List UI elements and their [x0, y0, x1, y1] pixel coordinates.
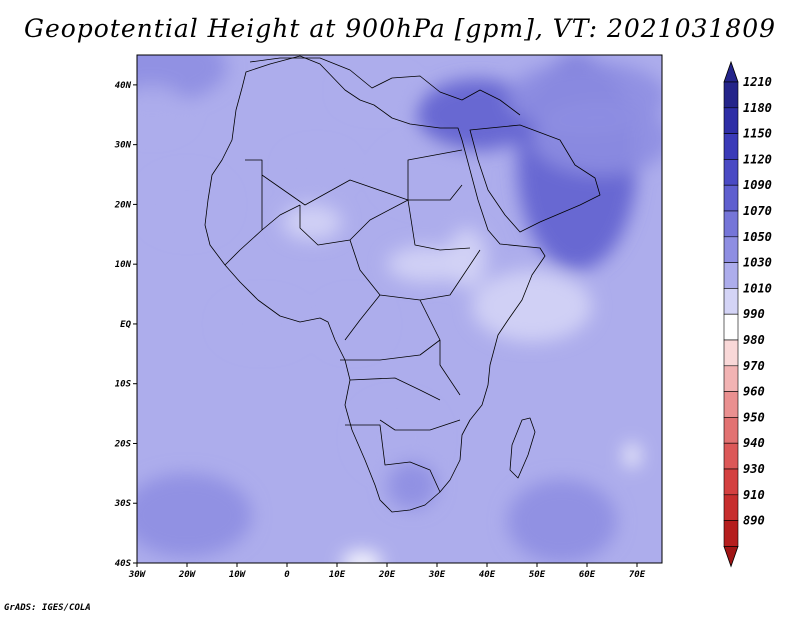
europe-coastline: [249, 57, 521, 116]
lat-tick-label: 10N: [115, 260, 132, 270]
internal-borders: [224, 149, 481, 493]
lat-tick-label: 30N: [114, 141, 132, 151]
colorbar-label: 1180: [743, 101, 772, 115]
lon-tick-label: 20E: [378, 570, 396, 580]
colorbar-label: 1050: [743, 230, 772, 244]
colorbar-swatch: [723, 494, 739, 521]
colorbar-label: 930: [743, 462, 765, 476]
colorbar-label: 1210: [743, 75, 772, 89]
field-feature-8: [387, 246, 467, 283]
lon-tick-label: 30E: [428, 570, 446, 580]
colorbar-label: 1010: [743, 281, 772, 295]
lat-tick-label: 10S: [115, 380, 132, 390]
field-feature-15: [322, 300, 382, 348]
field-feature-9: [282, 204, 342, 241]
field-feature-6: [342, 72, 412, 109]
colorbar-swatch: [723, 184, 739, 212]
lon-tick-label: 30W: [128, 570, 147, 580]
field-feature-3: [532, 102, 662, 175]
colorbar-label: 960: [743, 385, 765, 399]
colorbar-swatch: [723, 288, 739, 315]
lon-tick-label: 10W: [229, 570, 247, 580]
field-feature-17: [387, 461, 437, 510]
colorbar-label: 1120: [743, 152, 772, 166]
colorbar-swatch: [723, 133, 739, 160]
colorbar-swatch: [723, 313, 739, 341]
field-feature-12: [137, 84, 187, 133]
colorbar-swatch: [723, 236, 739, 263]
latitude-axis: 40N 30N 20N 10N EQ 10S 20S 30S 40S: [114, 81, 137, 569]
field-feature-19: [507, 479, 617, 563]
colorbar-label: 940: [743, 436, 765, 450]
plot-frame: [136, 54, 663, 564]
lat-tick-label: 20N: [114, 200, 132, 210]
lon-tick-label: 10E: [329, 570, 346, 580]
field-features: [137, 55, 662, 563]
colorbar-swatch: [723, 417, 739, 444]
colorbar-swatch: [723, 391, 739, 418]
field-feature-18: [137, 473, 252, 558]
colorbar-label: 910: [743, 488, 765, 502]
colorbar-swatch: [723, 520, 739, 547]
lat-tick-label: 40S: [115, 559, 132, 569]
colorbar-label: 1150: [743, 127, 772, 141]
field-feature-13: [147, 174, 227, 235]
field-feature-21: [342, 551, 382, 563]
country-borders: [204, 55, 601, 513]
plot-area: [137, 55, 662, 563]
lon-tick-label: 20W: [178, 570, 197, 580]
colorbar-label: 1090: [743, 178, 772, 192]
colorbar-label: 1030: [743, 256, 772, 270]
field-feature-20: [624, 443, 640, 468]
field-feature-4: [382, 144, 472, 205]
colorbar-label: 970: [743, 359, 765, 373]
colorbar-swatch: [723, 159, 739, 186]
colorbar-label: 1070: [743, 204, 772, 218]
field-feature-14: [222, 300, 302, 348]
colorbar-bottom-arrow: [723, 546, 739, 568]
lon-tick-label: 40E: [479, 570, 496, 580]
colorbar-label: 950: [743, 410, 765, 424]
colorbar-swatch: [723, 442, 739, 470]
lat-tick-label: EQ: [120, 320, 131, 330]
colorbar-swatch: [723, 210, 739, 238]
colorbar-swatch: [723, 339, 739, 367]
longitude-axis: 30W 20W 10W 0 10E 20E 30E 40E 50E 60E 70E: [128, 563, 646, 580]
colorbar: 1210 1180 1150 1120 1090 1070 1050 1030 1010 990 9…: [723, 60, 772, 568]
madagascar-coastline: [509, 417, 536, 479]
arabia-coastline: [469, 124, 601, 233]
lon-tick-label: 60E: [579, 570, 596, 580]
lon-tick-label: 0: [284, 570, 290, 580]
grads-credit: GrADS: IGES/COLA: [4, 603, 91, 613]
colorbar-label: 990: [743, 307, 765, 321]
colorbar-label: 980: [743, 333, 765, 347]
colorbar-swatch: [723, 365, 739, 392]
colorbar-swatch: [723, 262, 739, 289]
lat-tick-label: 40N: [115, 81, 132, 91]
lon-tick-label: 70E: [629, 570, 646, 580]
colorbar-swatch: [723, 468, 739, 496]
lat-tick-label: 30S: [114, 499, 132, 509]
lat-tick-label: 20S: [114, 439, 132, 449]
field-feature-10: [472, 270, 592, 342]
colorbar-swatch: [723, 107, 739, 134]
africa-coastline: [204, 55, 546, 513]
lon-tick-label: 50E: [529, 570, 546, 580]
field-feature-16: [357, 401, 437, 474]
field-feature-5: [287, 150, 347, 187]
chart-title: Geopotential Height at 900hPa [gpm], VT:…: [23, 14, 777, 43]
colorbar-swatch: [723, 81, 739, 109]
colorbar-top-arrow: [723, 60, 739, 83]
colorbar-label: 890: [743, 514, 765, 528]
